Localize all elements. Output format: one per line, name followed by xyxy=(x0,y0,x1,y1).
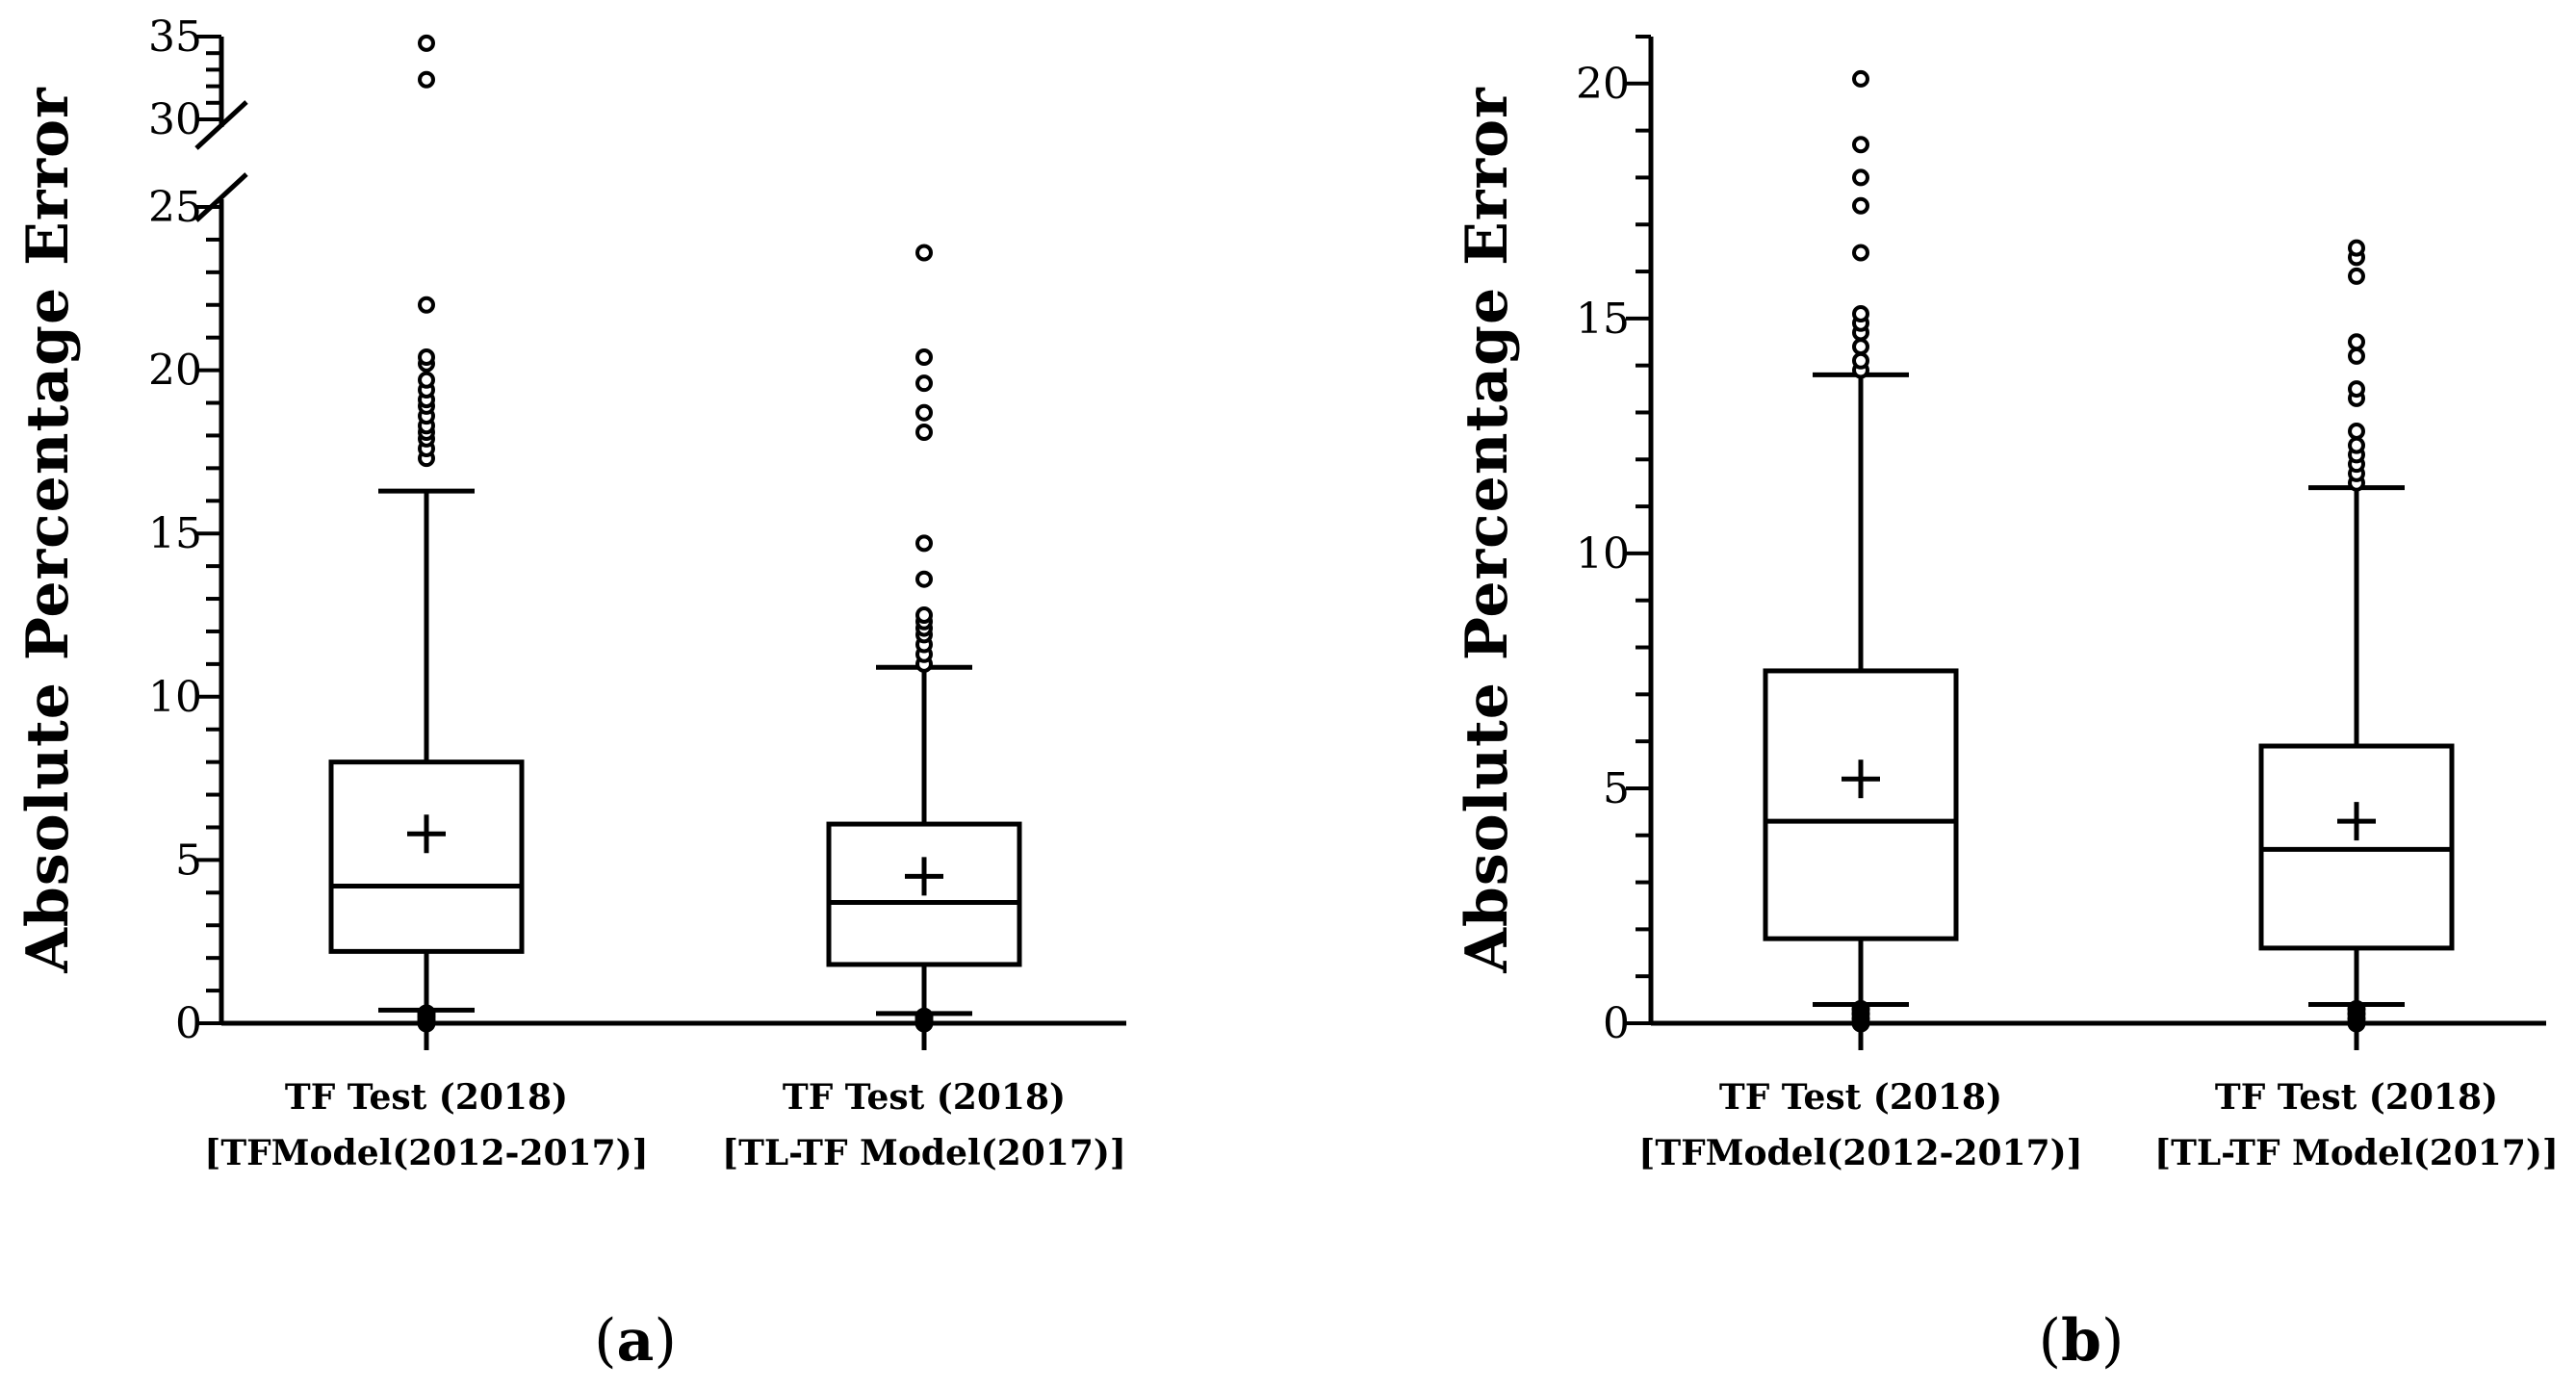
outlier-point xyxy=(914,1007,934,1026)
outlier-point xyxy=(1852,338,1869,356)
outlier-point xyxy=(417,1004,436,1023)
outlier-point xyxy=(418,34,435,52)
panel-b-chart: 0 5 10 15 20 Absolute Percentage Error TF Test… xyxy=(1454,35,2559,1375)
axis-break-mark xyxy=(194,172,248,222)
y-axis-title: Absolute Percentage Error xyxy=(1454,87,1521,974)
category-label: TF Test (2018) xyxy=(2215,1077,2498,1118)
outlier-point xyxy=(418,348,435,367)
outlier-point xyxy=(1852,196,1869,215)
outlier-point xyxy=(915,424,933,442)
outlier-point xyxy=(2348,239,2365,257)
box-group xyxy=(826,244,1022,1050)
y-tick-label: 35 xyxy=(148,13,202,62)
outlier-point xyxy=(1852,168,1869,187)
outlier-point xyxy=(2348,347,2365,365)
category-label: TF Test (2018) xyxy=(285,1077,568,1118)
category-label: [TFModel(2012-2017)] xyxy=(1638,1133,2082,1173)
y-tick-label: 0 xyxy=(1603,999,1630,1048)
y-tick-label: 10 xyxy=(148,673,202,722)
box-group xyxy=(1763,69,1959,1050)
outlier-point xyxy=(2348,436,2365,454)
axis-break-mark xyxy=(194,100,248,150)
outlier-point xyxy=(915,534,933,553)
outlier-point xyxy=(2348,380,2365,399)
outlier-point xyxy=(915,403,933,422)
outlier-point xyxy=(915,244,933,262)
outlier-point xyxy=(915,374,933,393)
iqr-box xyxy=(328,759,525,954)
outlier-point xyxy=(2348,423,2365,440)
y-tick-label: 20 xyxy=(148,347,202,396)
y-tick-label: 25 xyxy=(148,183,202,232)
outlier-point xyxy=(1852,351,1869,370)
outlier-point xyxy=(1852,136,1869,154)
y-tick-label: 15 xyxy=(148,509,202,558)
box-group xyxy=(2258,239,2455,1050)
y-tick-label: 20 xyxy=(1576,60,1630,109)
y-tick-label: 30 xyxy=(148,95,202,144)
outlier-point xyxy=(2348,333,2365,351)
outlier-point xyxy=(418,296,435,314)
outlier-point xyxy=(915,570,933,588)
iqr-box xyxy=(1763,668,1959,941)
category-label: TF Test (2018) xyxy=(783,1077,1066,1118)
outlier-point xyxy=(2348,267,2365,285)
y-tick-label: 0 xyxy=(175,999,202,1048)
outlier-point xyxy=(1851,999,1870,1018)
outlier-point xyxy=(418,371,435,389)
category-label: [TFModel(2012-2017)] xyxy=(204,1133,648,1173)
panel-a-chart: 0 5 10 15 20 25 30 35 Absolute Percentage Error T… xyxy=(14,13,1126,1375)
outlier-point xyxy=(418,70,435,89)
outlier-point xyxy=(1852,304,1869,322)
category-label: TF Test (2018) xyxy=(1719,1077,2002,1118)
outlier-point xyxy=(2347,999,2366,1018)
panel-label: (a) xyxy=(594,1307,677,1375)
y-axis-title: Absolute Percentage Error xyxy=(14,87,82,974)
y-tick-label: 10 xyxy=(1576,529,1630,579)
box-group xyxy=(328,34,525,1050)
outlier-point xyxy=(1852,244,1869,262)
y-tick-label: 5 xyxy=(175,836,202,885)
outlier-point xyxy=(1852,69,1869,88)
panel-label: (b) xyxy=(2039,1307,2125,1375)
category-label: [TL-TF Model(2017)] xyxy=(722,1133,1126,1173)
y-tick-label: 15 xyxy=(1576,295,1630,344)
outlier-point xyxy=(915,348,933,367)
y-tick-label: 5 xyxy=(1603,764,1630,813)
category-label: [TL-TF Model(2017)] xyxy=(2154,1133,2559,1173)
outlier-point xyxy=(915,606,933,624)
